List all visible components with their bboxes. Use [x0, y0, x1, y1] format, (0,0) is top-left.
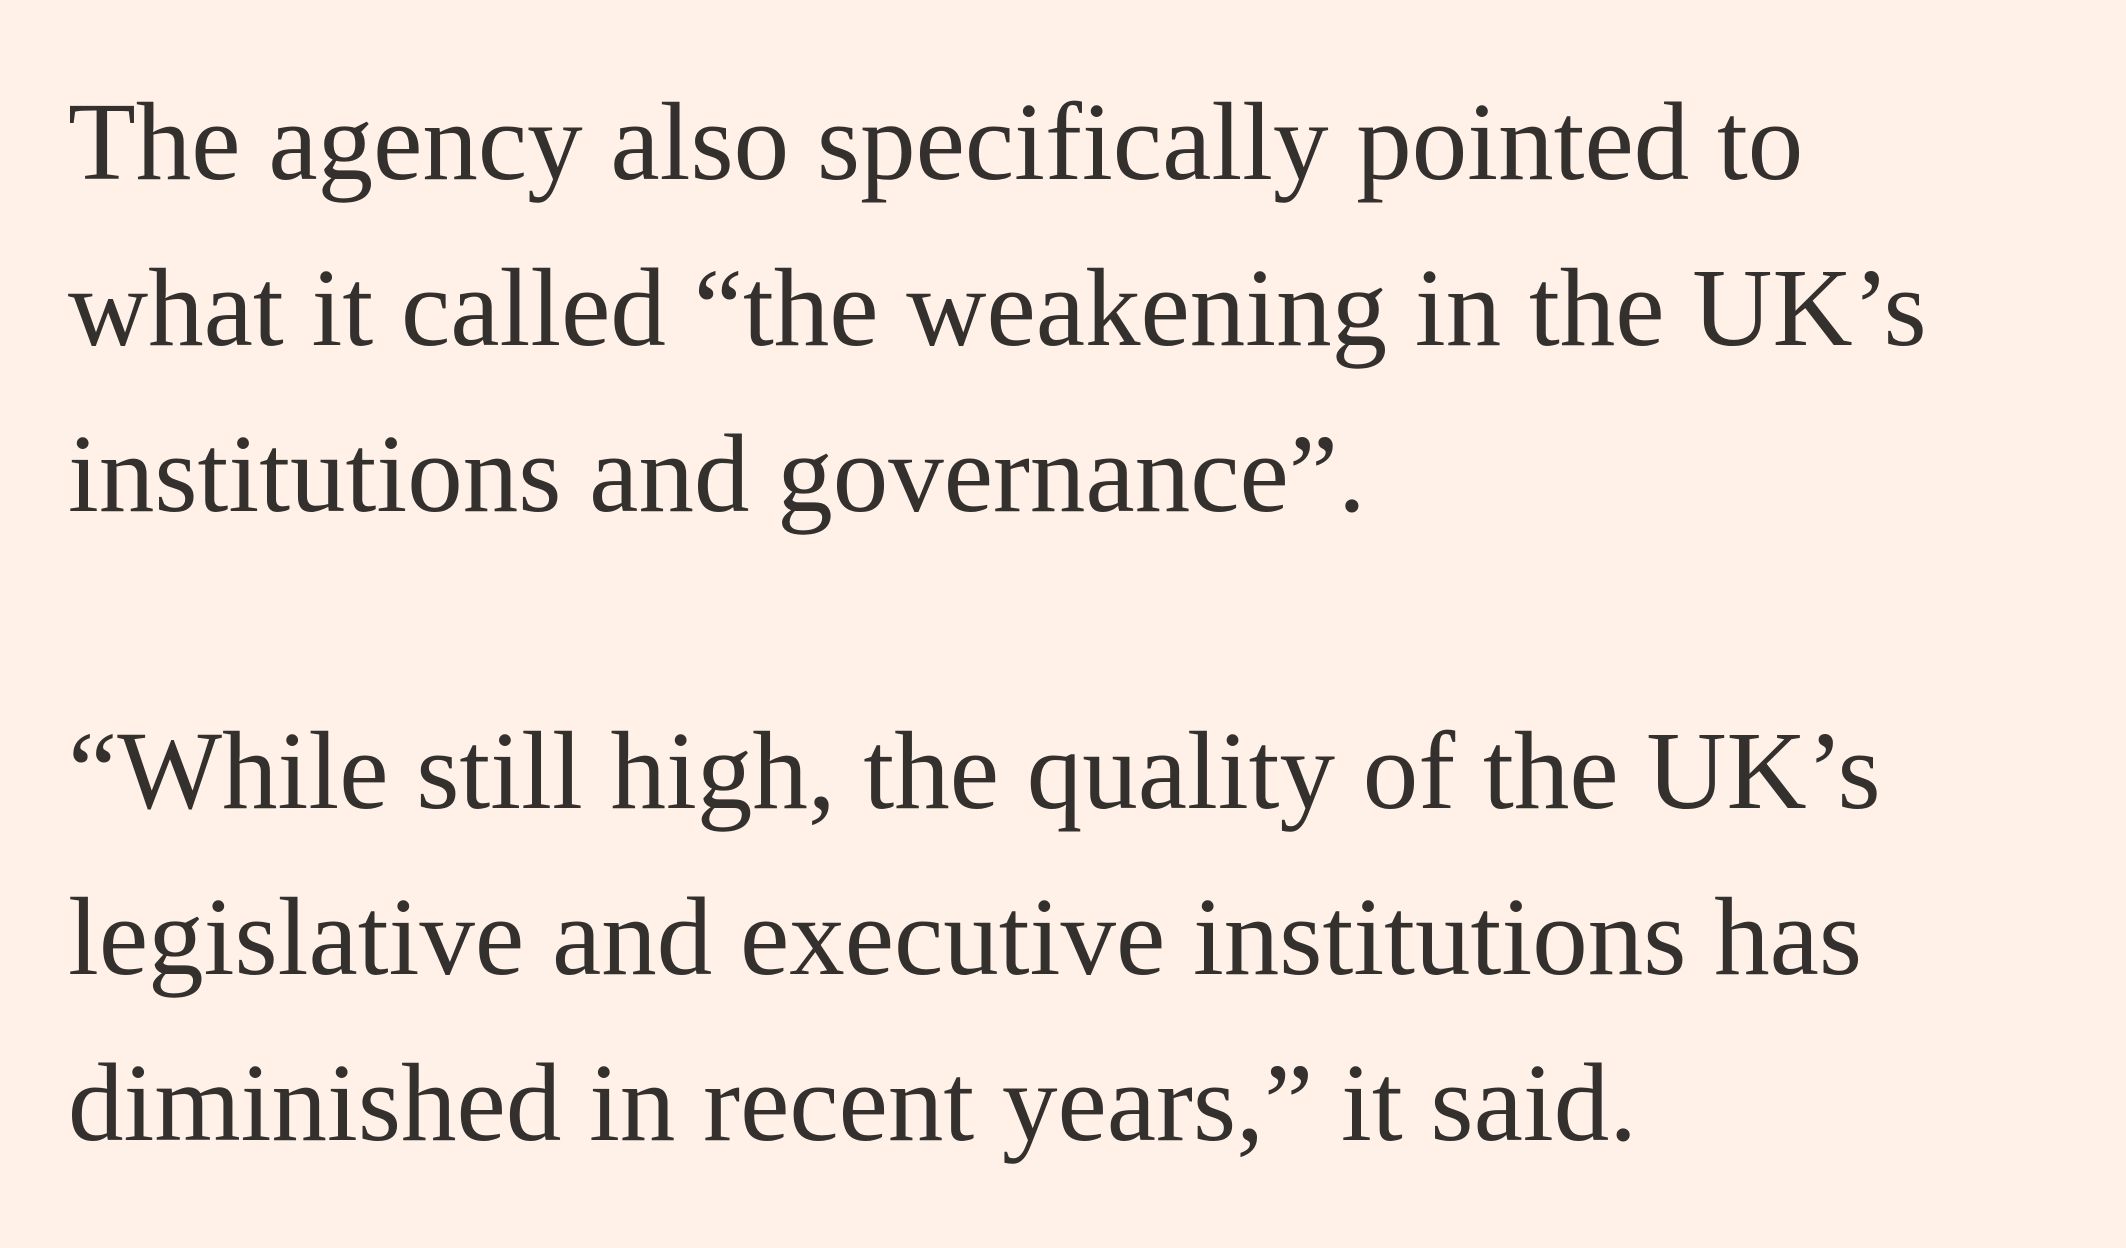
paragraph-line: what it called “the weakening in the UK’…: [68, 247, 1927, 370]
paragraph-line: The agency also specifically pointed to: [68, 81, 1804, 204]
paragraph-2: “While still high, the quality of the UK…: [68, 689, 2068, 1187]
paragraph-line: legislative and executive institutions h…: [68, 876, 1863, 999]
article-body: The agency also specifically pointed to …: [68, 60, 2068, 1187]
paragraph-line: institutions and governance”.: [68, 413, 1366, 536]
paragraph-1: The agency also specifically pointed to …: [68, 60, 2068, 558]
paragraph-line: “While still high, the quality of the UK…: [68, 710, 1881, 833]
paragraph-line: diminished in recent years,” it said.: [68, 1042, 1637, 1165]
